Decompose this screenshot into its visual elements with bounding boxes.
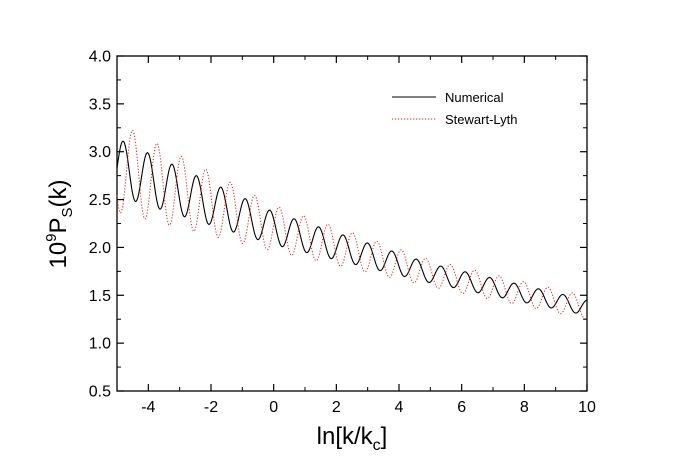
y-axis-title-prefix: 10 (45, 242, 72, 269)
y-axis-title-sub: S (59, 207, 76, 217)
y-tick-label: 3.5 (89, 96, 111, 113)
y-axis-title-main: P (45, 217, 72, 233)
x-axis-title-main: ln[k/k (317, 423, 374, 450)
x-axis-title-sub: c (373, 437, 381, 454)
x-axis-title-tail: ] (381, 423, 388, 450)
x-tick-label: 6 (457, 399, 466, 416)
y-tick-label: 3.0 (89, 144, 111, 161)
series-line-numerical (116, 140, 588, 314)
series-line-stewart-lyth (116, 129, 588, 320)
x-tick-label: 4 (395, 399, 404, 416)
y-axis-title: 109PS(k) (43, 179, 76, 268)
x-tick-label: 8 (520, 399, 529, 416)
x-tick-label: -4 (141, 399, 155, 416)
y-tick-label: 0.5 (89, 384, 111, 401)
x-tick-label: 0 (269, 399, 278, 416)
y-tick-label: 2.0 (89, 240, 111, 257)
legend-label-stewart-lyth: Stewart-Lyth (445, 112, 518, 127)
legend: Numerical Stewart-Lyth (392, 90, 518, 127)
y-axis-title-sup: 9 (43, 233, 60, 241)
ticks-layer: -4 -2 0 2 4 6 8 10 0.5 1.0 1.5 2.0 2.5 3.0 3.5 4.0 (89, 49, 596, 417)
x-tick-label: 10 (578, 399, 596, 416)
plot-frame (116, 55, 588, 392)
y-tick-label: 4.0 (89, 49, 111, 66)
series-layer (116, 129, 588, 320)
legend-label-numerical: Numerical (445, 90, 504, 105)
y-tick-label: 1.0 (89, 336, 111, 353)
y-tick-label: 1.5 (89, 288, 111, 305)
y-axis-title-tail: (k) (45, 179, 72, 207)
y-tick-label: 2.5 (89, 192, 111, 209)
x-tick-label: -2 (204, 399, 218, 416)
x-tick-label: 2 (332, 399, 341, 416)
x-axis-title: ln[k/kc] (317, 423, 388, 454)
